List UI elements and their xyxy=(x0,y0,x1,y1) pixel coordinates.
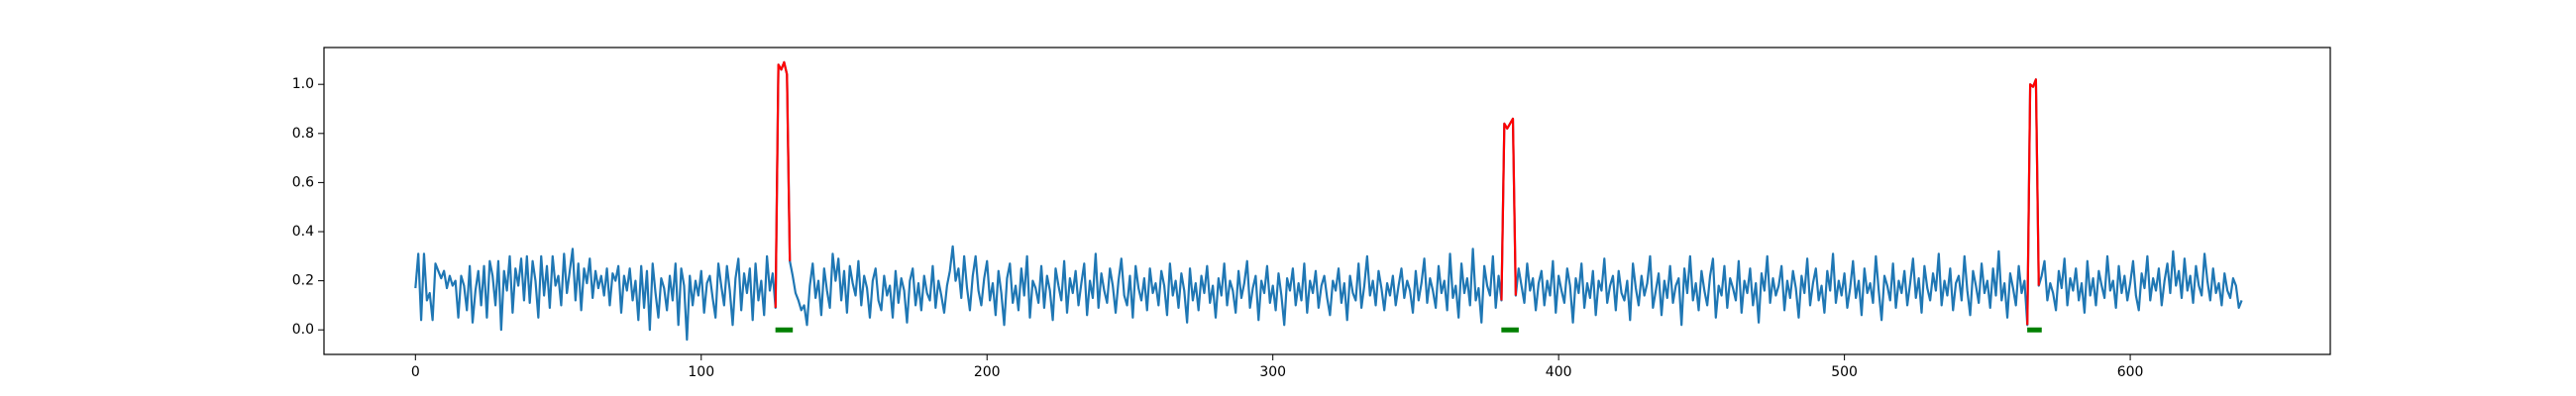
x-tick-label: 100 xyxy=(688,364,714,380)
x-tick-label: 600 xyxy=(2117,364,2144,380)
y-tick-label: 0.6 xyxy=(292,174,314,190)
anomaly-line xyxy=(1500,117,1517,301)
x-tick-label: 400 xyxy=(1546,364,1572,380)
x-tick-label: 500 xyxy=(1831,364,1858,380)
anomaly-line xyxy=(774,60,792,308)
y-tick-label: 0.0 xyxy=(292,322,314,338)
y-tick-label: 0.2 xyxy=(292,273,314,289)
x-tick-label: 0 xyxy=(411,364,420,380)
plot-frame xyxy=(323,47,2331,355)
x-tick-label: 300 xyxy=(1259,364,1286,380)
y-tick-label: 0.8 xyxy=(292,126,314,142)
anomaly-line xyxy=(2026,78,2040,326)
y-tick-label: 1.0 xyxy=(292,76,314,92)
y-tick-label: 0.4 xyxy=(292,224,314,240)
signal-line xyxy=(414,60,2243,342)
x-tick-label: 200 xyxy=(974,364,1001,380)
